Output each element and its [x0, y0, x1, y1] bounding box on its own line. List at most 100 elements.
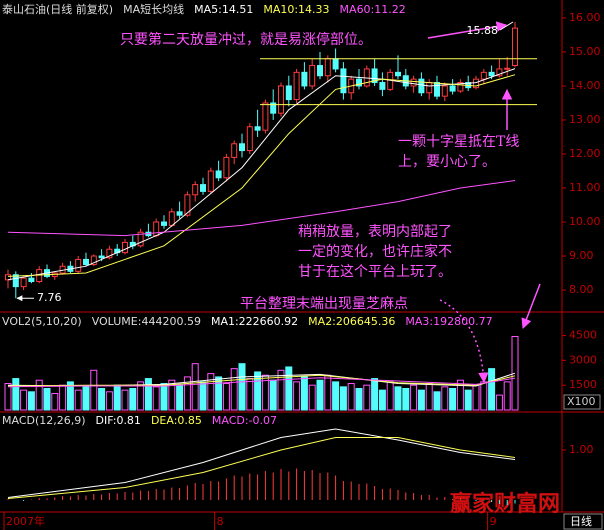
volume-bar	[105, 391, 113, 411]
volume-bar	[324, 374, 332, 411]
arrow	[521, 283, 541, 329]
volume-bar	[347, 383, 355, 411]
candle-body	[192, 184, 199, 196]
volume-bar	[277, 369, 285, 411]
candle-body	[496, 68, 503, 77]
x-tick-label: 8	[217, 515, 224, 528]
candle-body	[356, 78, 362, 87]
candle-body	[418, 78, 425, 94]
candle-body	[293, 71, 300, 101]
volume-bar	[480, 381, 488, 411]
annotation: 平台整理末端出现量芝麻点	[240, 296, 408, 312]
y-tick-label: 8.00	[569, 283, 594, 296]
volume-bar	[433, 391, 441, 411]
header-label: DIF:0.81	[96, 414, 141, 427]
volume-bar	[129, 387, 137, 411]
volume-bar	[417, 389, 425, 411]
volume-bar	[27, 391, 35, 411]
volume-bar	[90, 369, 98, 411]
y-tick-label: 13.00	[569, 113, 601, 126]
volume-bar	[168, 379, 176, 411]
candle-body	[153, 221, 160, 237]
volume-bar	[316, 379, 324, 411]
candle-body	[98, 255, 105, 259]
candle-body	[410, 78, 417, 87]
header-label: DEA:0.85	[151, 414, 202, 427]
volume-bar	[441, 386, 449, 411]
candle-body	[106, 248, 113, 259]
header-label: VOL2(5,10,20)	[2, 315, 82, 328]
y-tick-label: 16.00	[569, 11, 601, 24]
volume-bar	[386, 381, 394, 411]
volume-bar	[269, 379, 277, 411]
y-tick-label: 1500	[569, 378, 597, 391]
candle-body	[246, 126, 253, 152]
candle-body	[332, 58, 339, 70]
candle-body	[262, 102, 269, 131]
candle-body	[223, 156, 230, 179]
annotation: 稍稍放量，表明内部起了	[298, 224, 452, 240]
period-box	[563, 513, 603, 530]
header-label: MA1:222660.92	[211, 315, 298, 328]
y-tick-label: 10.00	[569, 215, 601, 228]
annotation: 甘于在这个平台上玩了。	[298, 263, 452, 280]
volume-bar	[308, 384, 316, 411]
candle-body	[340, 68, 347, 94]
candle-body	[161, 221, 167, 226]
volume-bar	[74, 389, 82, 411]
volume-bar	[230, 368, 238, 411]
volume-bar	[176, 384, 184, 411]
candle-body	[239, 143, 245, 152]
y-tick-label: 1.00	[569, 443, 594, 456]
candle-body	[231, 143, 238, 158]
candle-body	[75, 258, 82, 272]
volume-bar	[215, 376, 223, 411]
candle-body	[5, 274, 11, 281]
candle-body	[379, 82, 386, 90]
candle-body	[317, 65, 323, 77]
candle-body	[324, 58, 331, 77]
volume-bar	[51, 392, 59, 411]
candle-body	[90, 255, 97, 266]
y-tick-label: 11.00	[569, 181, 601, 194]
volume-bar	[35, 379, 43, 411]
y-tick-label: 3000	[569, 353, 597, 366]
volume-bar	[199, 381, 207, 411]
annotation: 只要第二天放量冲过，就是易涨停部位。	[120, 31, 372, 48]
header-label: MACD:-0.07	[212, 414, 277, 427]
header-label: VOLUME:444200.59	[92, 315, 201, 328]
volume-bar	[285, 366, 293, 411]
indicator-line	[7, 377, 516, 388]
candle-body	[215, 170, 222, 179]
volume-bar	[98, 387, 106, 411]
volume-bar	[300, 376, 308, 411]
candle-body	[168, 211, 175, 226]
candle-body	[480, 71, 487, 80]
arrow	[427, 21, 508, 39]
volume-bar	[191, 363, 199, 411]
header-label: MA5:14.51	[194, 3, 253, 16]
volume-bar	[207, 373, 215, 411]
volume-bar	[488, 368, 496, 411]
unit-box	[563, 394, 601, 410]
volume-bar	[503, 381, 511, 411]
volume-bar	[261, 374, 269, 411]
volume-bar	[66, 381, 74, 411]
volume-bar	[363, 384, 371, 411]
volume-bar	[152, 386, 160, 411]
header-label: MACD(12,26,9)	[2, 414, 86, 427]
unit-label: X100	[567, 395, 596, 408]
volume-bar	[20, 389, 28, 411]
arrow	[439, 299, 489, 384]
y-tick-label: 12.00	[569, 147, 601, 160]
volume-bar	[160, 383, 168, 411]
volume-bar	[293, 381, 301, 411]
volume-bar	[456, 379, 464, 411]
volume-bar	[144, 378, 152, 411]
candle-body	[200, 184, 206, 192]
candle-body	[137, 231, 144, 247]
volume-bar	[222, 383, 230, 411]
annotation-arrows	[427, 21, 541, 384]
volume-bar	[394, 386, 402, 411]
